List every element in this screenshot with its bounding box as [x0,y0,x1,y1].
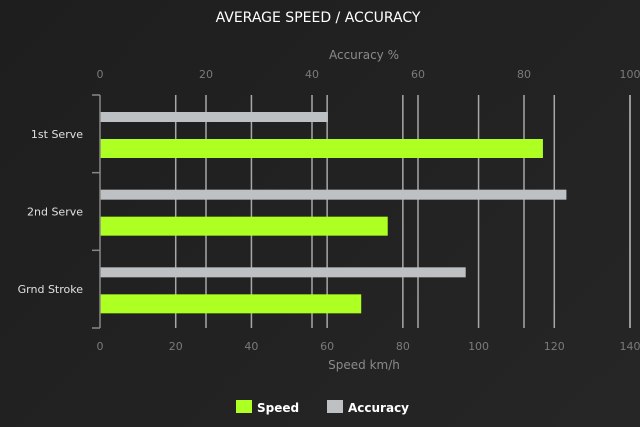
accuracy-bar [100,189,567,200]
bottom-tick-label: 20 [169,340,183,353]
bottom-axis-title: Speed km/h [328,358,400,372]
speed-bar [100,139,543,158]
top-tick-label: 100 [620,68,640,81]
bottom-tick-label: 40 [244,340,258,353]
category-label: 2nd Serve [27,206,83,219]
bottom-tick-label: 140 [620,340,640,353]
top-tick-label: 40 [305,68,319,81]
bottom-tick-label: 0 [97,340,104,353]
top-axis-title: Accuracy % [329,48,399,62]
top-tick-label: 20 [199,68,213,81]
speed-bar [100,294,362,314]
legend-label: Speed [257,401,299,415]
legend-label: Accuracy [348,401,409,415]
bottom-tick-label: 120 [544,340,565,353]
bottom-tick-label: 60 [320,340,334,353]
accuracy-bar [100,267,466,278]
legend-swatch [236,400,252,413]
legend-swatch [327,400,343,413]
accuracy-bar [100,112,328,122]
top-tick-label: 0 [97,68,104,81]
category-label: Grnd Stroke [18,283,84,296]
speed-bar [100,216,388,236]
bottom-tick-label: 80 [396,340,410,353]
legend: Speed Accuracy [236,400,409,415]
chart-title: AVERAGE SPEED / ACCURACY [216,10,421,26]
top-tick-label: 60 [411,68,425,81]
top-tick-label: 80 [517,68,531,81]
bottom-tick-label: 100 [468,340,489,353]
category-label: 1st Serve [31,128,83,141]
